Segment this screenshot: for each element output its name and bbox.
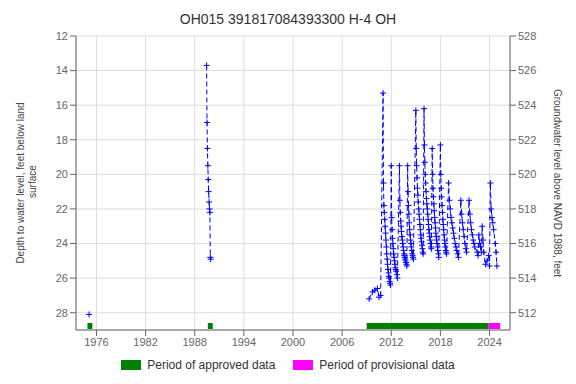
svg-text:528: 528 (518, 30, 536, 42)
svg-text:526: 526 (518, 64, 536, 76)
svg-text:2012: 2012 (379, 336, 403, 348)
svg-text:26: 26 (56, 272, 68, 284)
svg-text:516: 516 (518, 237, 536, 249)
svg-text:28: 28 (56, 307, 68, 319)
svg-text:1994: 1994 (232, 336, 256, 348)
html-text:Period of provisional data: Period of provisional data (319, 358, 455, 372)
svg-text:518: 518 (518, 203, 536, 215)
html-text:Period of approved data: Period of approved data (147, 358, 276, 372)
svg-text:12: 12 (56, 30, 68, 42)
svg-text:20: 20 (56, 168, 68, 180)
svg-text:24: 24 (56, 237, 68, 249)
html-text:OH015 391817084393300 H-4 OH: OH015 391817084393300 H-4 OH (179, 11, 397, 27)
svg-text:1982: 1982 (133, 336, 157, 348)
svg-text:524: 524 (518, 99, 536, 111)
svg-text:2024: 2024 (477, 336, 501, 348)
svg-text:Groundwater level above NAVD 1: Groundwater level above NAVD 1988, feet (552, 89, 563, 277)
svg-text:14: 14 (56, 64, 68, 76)
svg-text:512: 512 (518, 307, 536, 319)
svg-text:22: 22 (56, 203, 68, 215)
svg-text:514: 514 (518, 272, 536, 284)
svg-text:18: 18 (56, 134, 68, 146)
svg-text:1988: 1988 (182, 336, 206, 348)
svg-text:16: 16 (56, 99, 68, 111)
svg-text:1976: 1976 (84, 336, 108, 348)
svg-text:Depth to water level, feet bel: Depth to water level, feet below land su… (15, 102, 38, 263)
svg-text:2000: 2000 (281, 336, 305, 348)
svg-text:522: 522 (518, 134, 536, 146)
svg-text:2018: 2018 (428, 336, 452, 348)
svg-text:520: 520 (518, 168, 536, 180)
svg-text:2006: 2006 (330, 336, 354, 348)
